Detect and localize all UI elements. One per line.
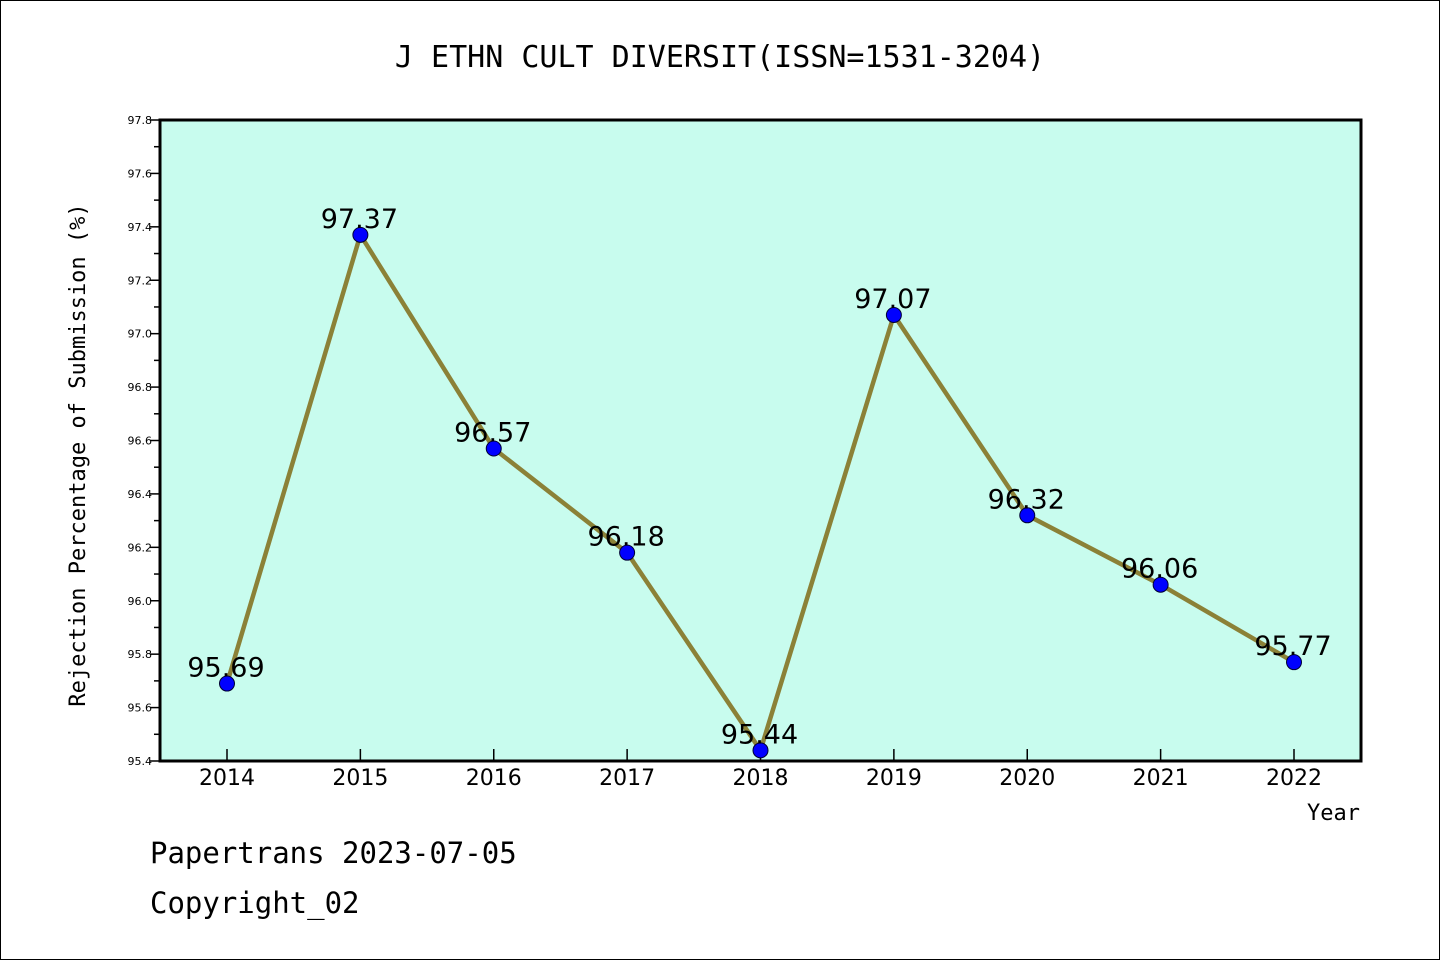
y-axis-label: Rejection Percentage of Submission (%): [66, 203, 91, 706]
x-tick-label: 2021: [1133, 766, 1189, 791]
data-point: [619, 544, 636, 561]
y-tick-label: 95.8: [128, 648, 153, 661]
x-tick-label: 2022: [1266, 766, 1322, 791]
y-tick-label: 95.6: [128, 702, 153, 715]
data-label: 96.18: [587, 522, 664, 553]
chart-title: J ETHN CULT DIVERSIT(ISSN=1531-3204): [395, 40, 1045, 75]
y-tick-label: 97.0: [128, 328, 153, 341]
data-labels: 95.69 97.37 96.57 96.18 95.44 97.07 96.32 96.06…: [187, 204, 1331, 750]
x-axis: 2014 2015 2016 2017 2018 2019 2020 2021 2022: [199, 749, 1322, 791]
data-points: [219, 226, 1302, 759]
x-tick-label: 2016: [466, 766, 522, 791]
data-point: [1152, 576, 1169, 593]
footer-copyright: Copyright_02: [150, 886, 360, 920]
y-axis: 95.4 95.6 95.8 96.0 96.2 96.4 96.6 96.8 97.0 97.2…: [128, 114, 160, 768]
x-axis-label: Year: [1307, 801, 1360, 826]
data-point: [352, 226, 369, 243]
data-label: 95.69: [187, 653, 264, 684]
data-label: 96.57: [454, 418, 531, 449]
y-tick-label: 97.2: [128, 274, 153, 287]
x-tick-label: 2018: [733, 766, 789, 791]
data-point: [219, 675, 235, 692]
y-tick-label: 96.4: [128, 488, 153, 501]
data-label: 95.77: [1254, 631, 1331, 662]
x-tick-label: 2017: [599, 766, 655, 791]
data-point: [1019, 507, 1036, 524]
data-label: 96.32: [988, 484, 1065, 515]
y-tick-label: 96.0: [128, 595, 153, 608]
y-tick-label: 97.8: [128, 114, 153, 127]
x-tick-label: 2020: [999, 766, 1055, 791]
data-point: [752, 742, 769, 759]
data-label: 95.44: [721, 719, 798, 750]
data-point: [1286, 654, 1302, 671]
x-tick-label: 2015: [332, 766, 388, 791]
y-tick-label: 95.4: [128, 755, 153, 768]
y-tick-label: 96.6: [128, 435, 153, 448]
data-label: 97.37: [321, 204, 398, 235]
data-label: 97.07: [854, 284, 931, 315]
y-tick-label: 96.2: [128, 541, 153, 554]
x-tick-label: 2019: [866, 766, 922, 791]
y-tick-label: 97.4: [128, 221, 153, 234]
data-point: [485, 440, 502, 457]
data-point: [885, 306, 902, 323]
footer-date: Papertrans 2023-07-05: [150, 836, 517, 870]
y-tick-label: 97.6: [128, 167, 153, 180]
plot-area: [158, 118, 1363, 763]
data-label: 96.06: [1121, 554, 1198, 585]
y-tick-label: 96.8: [128, 381, 153, 394]
x-tick-label: 2014: [199, 766, 255, 791]
